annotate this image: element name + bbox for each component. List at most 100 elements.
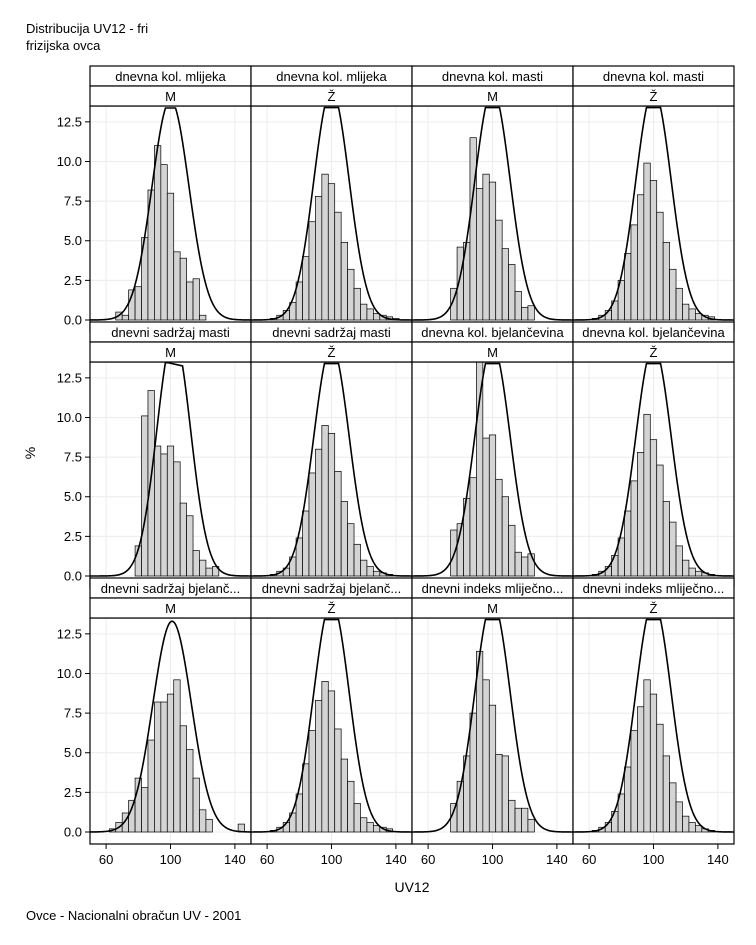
histogram-bar bbox=[662, 501, 670, 577]
histogram-bar bbox=[334, 728, 342, 833]
histogram-bar bbox=[360, 817, 368, 833]
histogram-bar bbox=[173, 679, 181, 833]
y-tick-label: 5.0 bbox=[64, 233, 82, 248]
histogram-bar bbox=[488, 704, 497, 833]
histogram-bar bbox=[315, 448, 323, 577]
histogram-bar bbox=[186, 749, 194, 833]
histogram-bar bbox=[501, 496, 509, 577]
histogram-bar bbox=[514, 807, 522, 833]
chart-subtitle: frizijska ovca bbox=[26, 38, 101, 53]
y-tick-label: 12.5 bbox=[57, 370, 82, 385]
histogram-bar bbox=[327, 432, 336, 577]
histogram-bar bbox=[334, 211, 342, 321]
histogram-bar bbox=[366, 822, 374, 833]
histogram-bar bbox=[160, 701, 168, 833]
histogram-bar bbox=[488, 181, 497, 321]
normal-fit-curve bbox=[90, 361, 251, 577]
y-tick-label: 12.5 bbox=[57, 114, 82, 129]
histogram-bar bbox=[302, 256, 310, 321]
chart-title: Distribucija UV12 - fri bbox=[26, 21, 149, 36]
histogram-bar bbox=[501, 755, 509, 833]
strip-sex-label: M bbox=[165, 601, 176, 616]
histogram-bar bbox=[192, 777, 200, 833]
histogram-bar bbox=[212, 566, 220, 577]
panel-5: dnevni sadržaj masti M 0.0 2.5 5.0 7.5 10.0 12.… bbox=[57, 321, 252, 589]
panel-1: dnevna kol. mlijeka M 0.0 2.5 5.0 7.5 10.0 12.5 bbox=[57, 65, 252, 333]
strip-trait-label: dnevna kol. masti bbox=[442, 69, 543, 84]
histogram-bar bbox=[192, 278, 200, 321]
panel-4: dnevna kol. masti Ž bbox=[572, 65, 735, 333]
histogram-bar bbox=[482, 679, 490, 833]
histogram-bar bbox=[340, 501, 348, 577]
histogram-bar bbox=[630, 730, 638, 833]
histogram-bar bbox=[669, 782, 677, 833]
y-tick-label: 5.0 bbox=[64, 489, 82, 504]
strip-trait-label: dnevni indeks mliječno... bbox=[583, 581, 725, 596]
strip-sex bbox=[572, 85, 735, 107]
normal-fit-curve bbox=[251, 618, 412, 833]
histogram-bar bbox=[643, 413, 651, 577]
histogram-bar bbox=[630, 224, 638, 321]
histogram-bar bbox=[166, 192, 175, 321]
histogram-bar bbox=[205, 818, 213, 833]
normal-fit-curve bbox=[573, 362, 734, 577]
histogram-bar bbox=[637, 194, 645, 321]
histogram-bar bbox=[643, 679, 651, 833]
histogram-bar bbox=[147, 390, 155, 577]
y-tick-label: 0.0 bbox=[64, 569, 82, 584]
strip-trait-label: dnevni indeks mliječno... bbox=[422, 581, 564, 596]
histogram-bar bbox=[353, 803, 361, 833]
panel-12: dnevni indeks mliječno... Ž 60 100 140 bbox=[572, 577, 735, 867]
strip-sex bbox=[572, 597, 735, 619]
histogram-bar bbox=[643, 162, 651, 321]
histogram-bar bbox=[695, 570, 703, 577]
histogram-bar bbox=[199, 314, 207, 321]
y-tick-label: 7.5 bbox=[64, 450, 82, 465]
histogram-bar bbox=[166, 445, 175, 577]
histogram-bar bbox=[141, 415, 149, 577]
panel-6: dnevni sadržaj masti Ž bbox=[250, 321, 413, 589]
histogram-bar bbox=[662, 241, 670, 321]
histogram-bar bbox=[675, 801, 683, 833]
strip-sex-label: M bbox=[487, 601, 498, 616]
histogram-bar bbox=[308, 730, 316, 833]
strip-sex-label: M bbox=[165, 345, 176, 360]
histogram-bar bbox=[334, 471, 342, 577]
x-tick-label: 100 bbox=[643, 852, 665, 867]
normal-fit-curve bbox=[251, 106, 412, 321]
x-tick-label: 140 bbox=[546, 852, 568, 867]
histogram-bar bbox=[353, 287, 361, 321]
x-tick-label: 100 bbox=[160, 852, 182, 867]
histogram-bar bbox=[315, 196, 323, 321]
histogram-bar bbox=[199, 809, 207, 833]
panel-2: dnevna kol. mlijeka Ž bbox=[250, 65, 413, 333]
histogram-bar bbox=[624, 766, 632, 833]
histogram-bar bbox=[315, 700, 323, 833]
histogram-bar bbox=[521, 306, 529, 321]
histogram-bar bbox=[360, 559, 368, 577]
histogram-bar bbox=[675, 545, 683, 577]
histogram-bar bbox=[662, 755, 670, 833]
strip-sex bbox=[572, 341, 735, 363]
strip-sex-label: Ž bbox=[328, 601, 336, 616]
histogram-bar bbox=[179, 257, 187, 321]
histogram-bar bbox=[514, 551, 522, 577]
histogram-bar bbox=[669, 268, 677, 321]
histogram-bar bbox=[624, 510, 632, 577]
histogram-bar bbox=[682, 815, 690, 833]
histogram-bar bbox=[186, 281, 194, 321]
histogram-bar bbox=[192, 550, 200, 577]
panel-3: dnevna kol. masti M bbox=[411, 65, 574, 333]
histogram-bar bbox=[186, 515, 194, 577]
histogram-bar bbox=[637, 452, 645, 577]
histogram-bar bbox=[521, 807, 529, 833]
histogram-bar bbox=[688, 567, 696, 577]
histogram-bar bbox=[366, 308, 374, 321]
normal-fit-curve bbox=[573, 618, 734, 833]
histogram-bar bbox=[669, 521, 677, 577]
x-tick-label: 60 bbox=[421, 852, 435, 867]
normal-fit-curve bbox=[251, 362, 412, 577]
strip-trait-label: dnevni sadržaj masti bbox=[111, 325, 230, 340]
histogram-bar bbox=[141, 787, 149, 833]
